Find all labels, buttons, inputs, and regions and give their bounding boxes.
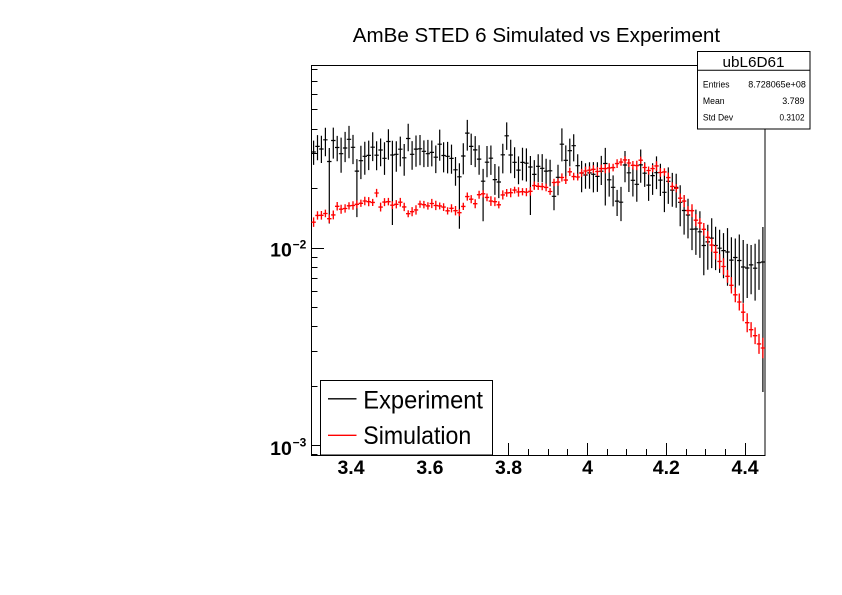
svg-text:4: 4 — [582, 457, 593, 479]
svg-text:4.2: 4.2 — [653, 457, 680, 479]
svg-text:4.4: 4.4 — [732, 457, 759, 479]
svg-text:3.8: 3.8 — [495, 457, 522, 479]
svg-text:−2: −2 — [293, 237, 307, 251]
svg-text:Std Dev: Std Dev — [703, 113, 733, 124]
svg-text:Experiment: Experiment — [363, 386, 483, 414]
svg-text:3.4: 3.4 — [337, 457, 364, 479]
svg-text:10: 10 — [270, 240, 292, 262]
svg-text:ubL6D61: ubL6D61 — [723, 54, 785, 71]
svg-text:8.728065e+08: 8.728065e+08 — [748, 79, 806, 90]
svg-text:10: 10 — [270, 438, 292, 460]
svg-text:3.6: 3.6 — [416, 457, 443, 479]
svg-text:3.789: 3.789 — [782, 96, 804, 107]
svg-text:0.3102: 0.3102 — [780, 113, 805, 124]
svg-text:AmBe STED 6 Simulated vs Exper: AmBe STED 6 Simulated vs Experiment — [353, 24, 721, 47]
svg-text:Mean: Mean — [703, 96, 725, 107]
svg-text:−3: −3 — [293, 436, 307, 450]
svg-text:Simulation: Simulation — [363, 422, 471, 450]
svg-text:Entries: Entries — [703, 79, 730, 90]
